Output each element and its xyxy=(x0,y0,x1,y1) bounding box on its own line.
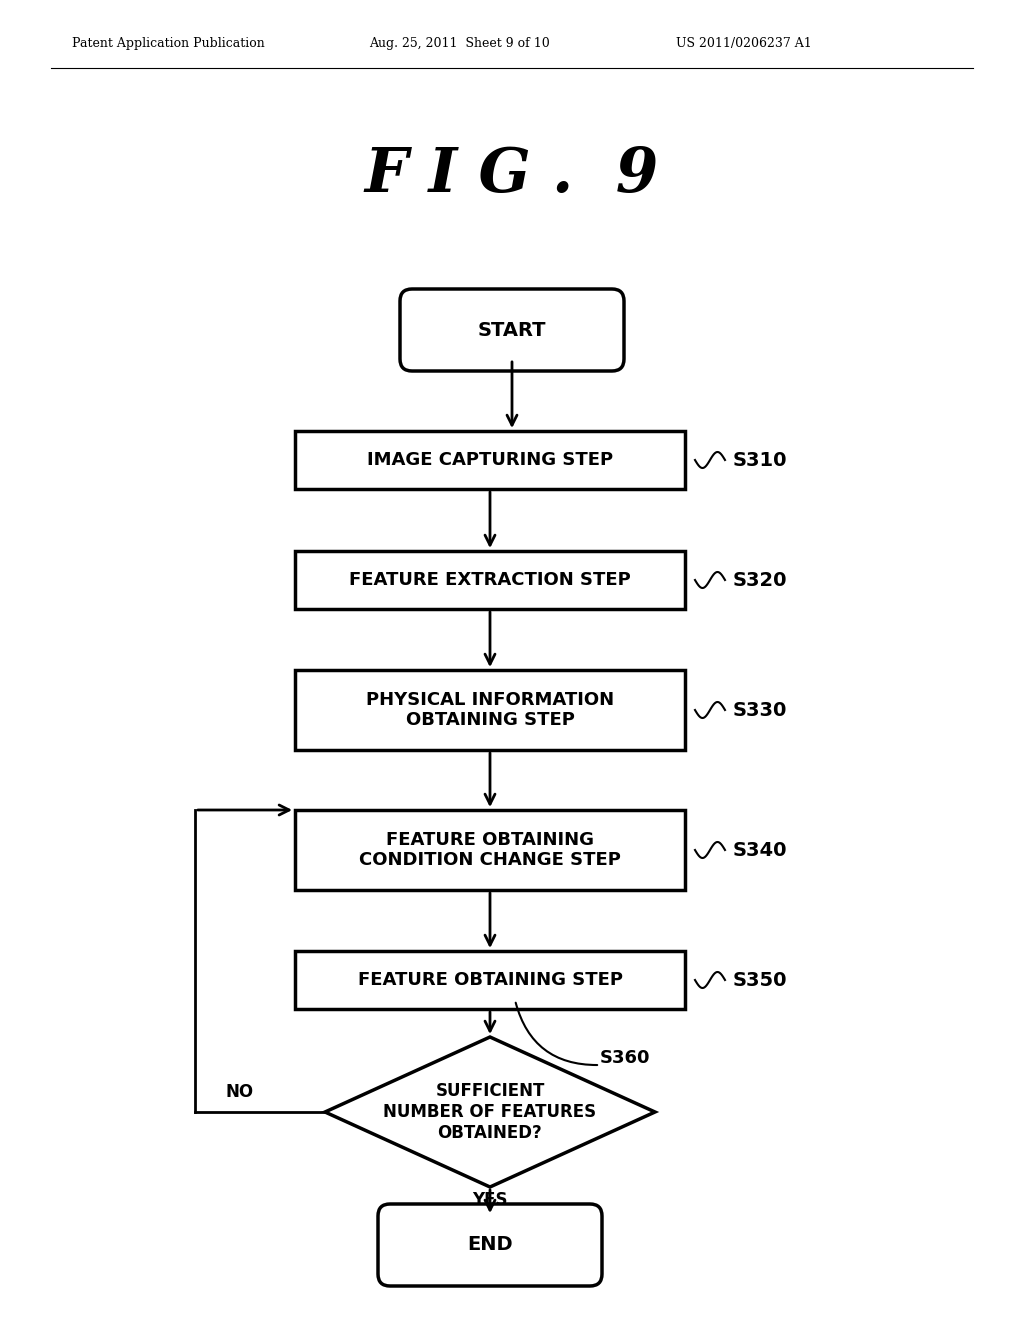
Bar xyxy=(295,432,685,488)
Text: FEATURE OBTAINING STEP: FEATURE OBTAINING STEP xyxy=(357,972,623,989)
FancyBboxPatch shape xyxy=(400,289,624,371)
Text: S310: S310 xyxy=(733,450,787,470)
Text: SUFFICIENT
NUMBER OF FEATURES
OBTAINED?: SUFFICIENT NUMBER OF FEATURES OBTAINED? xyxy=(383,1082,597,1142)
Bar xyxy=(295,671,685,750)
Text: F I G .  9: F I G . 9 xyxy=(365,145,659,205)
Text: Aug. 25, 2011  Sheet 9 of 10: Aug. 25, 2011 Sheet 9 of 10 xyxy=(369,37,550,50)
Bar xyxy=(295,550,685,609)
Text: US 2011/0206237 A1: US 2011/0206237 A1 xyxy=(676,37,812,50)
Bar xyxy=(295,950,685,1008)
Text: NO: NO xyxy=(226,1082,254,1101)
Text: IMAGE CAPTURING STEP: IMAGE CAPTURING STEP xyxy=(367,451,613,469)
Text: S350: S350 xyxy=(733,970,787,990)
Text: S330: S330 xyxy=(733,701,787,719)
Text: FEATURE OBTAINING
CONDITION CHANGE STEP: FEATURE OBTAINING CONDITION CHANGE STEP xyxy=(359,830,621,870)
Text: S340: S340 xyxy=(733,841,787,859)
Text: S360: S360 xyxy=(600,1049,650,1067)
Text: S320: S320 xyxy=(733,570,787,590)
Bar xyxy=(295,810,685,890)
Text: YES: YES xyxy=(472,1191,508,1209)
Text: Patent Application Publication: Patent Application Publication xyxy=(72,37,264,50)
FancyBboxPatch shape xyxy=(378,1204,602,1286)
Polygon shape xyxy=(325,1038,655,1187)
Text: FEATURE EXTRACTION STEP: FEATURE EXTRACTION STEP xyxy=(349,572,631,589)
Text: PHYSICAL INFORMATION
OBTAINING STEP: PHYSICAL INFORMATION OBTAINING STEP xyxy=(366,690,614,730)
Text: END: END xyxy=(467,1236,513,1254)
Text: START: START xyxy=(478,321,546,339)
